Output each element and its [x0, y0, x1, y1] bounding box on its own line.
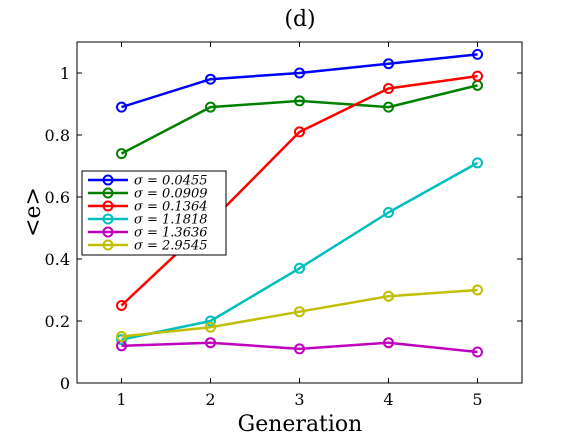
data-point — [383, 290, 394, 302]
data-point — [205, 101, 216, 113]
data-point — [205, 73, 216, 85]
data-point — [294, 306, 305, 318]
data-point — [294, 126, 305, 138]
data-point — [472, 48, 483, 60]
data-point — [116, 148, 127, 160]
data-point — [205, 321, 216, 333]
data-point — [116, 300, 127, 311]
x-tick-label: 4 — [383, 390, 393, 409]
legend-marker — [102, 239, 114, 251]
y-tick-label: 0.8 — [45, 126, 70, 145]
legend-label: σ = 0.1364 — [134, 200, 208, 215]
data-point — [116, 331, 127, 342]
x-tick-label: 2 — [205, 390, 215, 409]
data-point — [383, 101, 394, 113]
data-point — [294, 343, 305, 355]
data-point — [472, 157, 483, 169]
data-point — [205, 337, 216, 349]
data-point — [383, 207, 394, 218]
y-axis-label: <e> — [21, 187, 46, 237]
legend-marker — [102, 187, 114, 199]
legend-marker — [102, 200, 114, 212]
legend-label: σ = 1.1818 — [134, 213, 208, 228]
data-point — [205, 315, 216, 327]
data-point — [472, 346, 483, 358]
legend-marker — [102, 213, 114, 225]
y-tick-label: 0.6 — [45, 188, 70, 207]
data-point — [294, 67, 305, 79]
plot-area: 1 2 3 4 5 0 0.2 0.4 0.6 0.8 1 — [45, 41, 523, 409]
y-tick-label: 0.4 — [45, 250, 70, 269]
series-line-1 — [121, 53, 478, 109]
y-tick-label: 1 — [60, 64, 70, 83]
series-line-5 — [121, 341, 478, 354]
legend-label: σ = 0.0909 — [134, 187, 208, 202]
data-point — [383, 58, 394, 70]
data-point — [383, 337, 394, 349]
chart-title: (d) — [284, 7, 315, 32]
x-axis-label: Generation — [238, 412, 363, 437]
data-point — [294, 95, 305, 107]
data-point — [472, 70, 483, 82]
x-tick-label: 3 — [294, 390, 304, 409]
x-tick-label: 1 — [116, 390, 126, 409]
data-point — [294, 262, 305, 274]
legend-marker — [102, 174, 114, 186]
series-line-6 — [121, 288, 478, 338]
legend-marker — [102, 226, 114, 238]
x-tick-label: 5 — [472, 390, 482, 409]
legend-label: σ = 1.3636 — [134, 226, 208, 241]
series-line-4 — [121, 161, 479, 341]
legend-label: σ = 0.0455 — [134, 174, 208, 189]
y-tick-label: 0.2 — [45, 312, 70, 331]
data-point — [116, 101, 127, 113]
data-point — [383, 83, 394, 94]
data-point — [472, 284, 483, 296]
series-line-2 — [120, 84, 478, 155]
legend-label: σ = 2.9545 — [134, 239, 208, 254]
y-tick-label: 0 — [60, 374, 70, 393]
